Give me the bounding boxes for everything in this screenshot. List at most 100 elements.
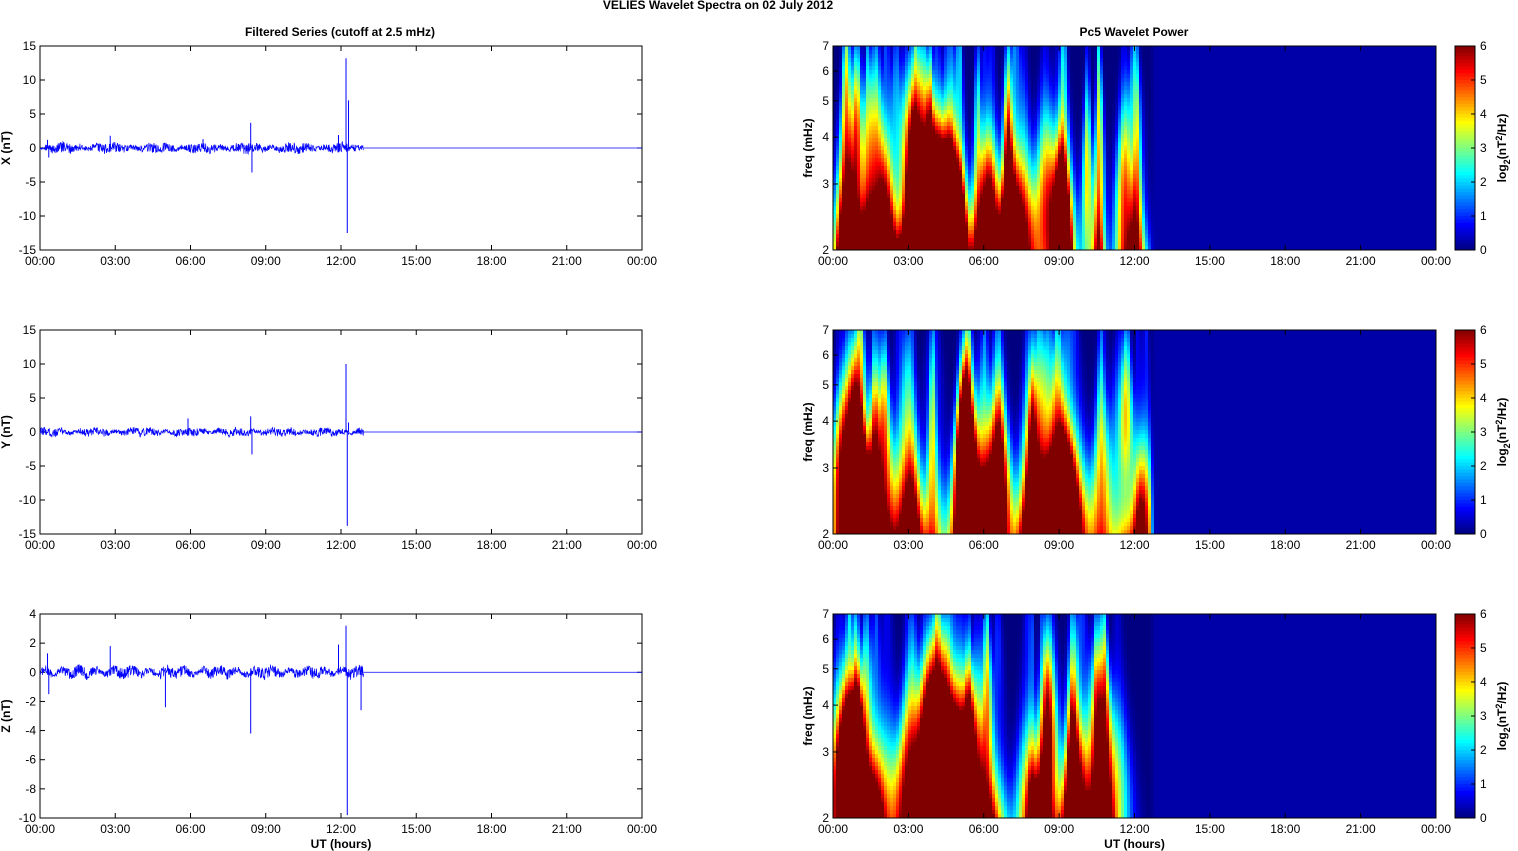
heatmap-cell xyxy=(1043,126,1047,131)
heatmap-cell xyxy=(881,98,885,103)
right-column-title: Pc5 Wavelet Power xyxy=(1080,25,1189,39)
heatmap-cell xyxy=(941,122,945,127)
heatmap-cell xyxy=(881,238,885,243)
heatmap-cell xyxy=(1112,102,1116,107)
heatmap-cell xyxy=(947,194,951,199)
heatmap-cell xyxy=(1052,174,1056,179)
heatmap-cell xyxy=(839,82,843,87)
heatmap-cell xyxy=(947,238,951,243)
heatmap-cell xyxy=(908,50,912,55)
heatmap-cell xyxy=(1064,82,1068,87)
heatmap-cell xyxy=(1031,162,1035,167)
heatmap-cell xyxy=(923,78,927,83)
heatmap-cell xyxy=(995,118,999,123)
heatmap-cell xyxy=(908,86,912,91)
heatmap-cell xyxy=(1025,242,1029,247)
heatmap-cell xyxy=(1019,218,1023,223)
heatmap-cell xyxy=(833,174,837,179)
heatmap-cell xyxy=(941,214,945,219)
heatmap-cell xyxy=(935,242,939,247)
heatmap-cell xyxy=(980,130,984,135)
heatmap-cell xyxy=(959,62,963,67)
heatmap-cell xyxy=(1109,230,1113,235)
heatmap-cell xyxy=(959,110,963,115)
heatmap-cell xyxy=(1061,54,1065,59)
heatmap-cell xyxy=(842,198,846,203)
heatmap-cell xyxy=(1109,130,1113,135)
heatmap-cell xyxy=(893,138,897,143)
heatmap-cell xyxy=(980,118,984,123)
heatmap-cell xyxy=(863,218,867,223)
heatmap-cell xyxy=(1103,142,1107,147)
heatmap-cell xyxy=(953,202,957,207)
heatmap-cell xyxy=(1073,122,1077,127)
heatmap-cell xyxy=(1094,110,1098,115)
heatmap-cell xyxy=(875,58,879,63)
heatmap-cell xyxy=(1085,194,1089,199)
heatmap-cell xyxy=(908,206,912,211)
heatmap-cell xyxy=(1097,182,1101,187)
heatmap-cell xyxy=(1013,74,1017,79)
heatmap-cell xyxy=(1112,130,1116,135)
heatmap-cell xyxy=(914,226,918,231)
heatmap-cell xyxy=(1028,146,1032,151)
heatmap-cell xyxy=(1082,190,1086,195)
heatmap-cell xyxy=(857,46,861,51)
heatmap-cell xyxy=(1055,230,1059,235)
heatmap-cell xyxy=(1025,246,1029,251)
heatmap-cell xyxy=(926,154,930,159)
heatmap-cell xyxy=(887,130,891,135)
heatmap-cell xyxy=(1013,54,1017,59)
x-tick-label: 18:00 xyxy=(476,538,506,552)
heatmap-cell xyxy=(1073,62,1077,67)
heatmap-cell xyxy=(983,102,987,107)
heatmap-cell xyxy=(878,170,882,175)
heatmap-cell xyxy=(917,230,921,235)
heatmap-cell xyxy=(962,198,966,203)
heatmap-cell xyxy=(962,46,966,51)
heatmap-cell xyxy=(1079,138,1083,143)
heatmap-cell xyxy=(971,218,975,223)
heatmap-cell xyxy=(956,194,960,199)
heatmap-cell xyxy=(1031,46,1035,51)
heatmap-cell xyxy=(1034,102,1038,107)
heatmap-cell xyxy=(965,118,969,123)
heatmap-cell xyxy=(1001,190,1005,195)
heatmap-cell xyxy=(1037,190,1041,195)
heatmap-cell xyxy=(956,122,960,127)
heatmap-cell xyxy=(836,102,840,107)
heatmap-cell xyxy=(1082,210,1086,215)
heatmap-cell xyxy=(1031,242,1035,247)
heatmap-cell xyxy=(878,118,882,123)
heatmap-cell xyxy=(938,230,942,235)
heatmap-cell xyxy=(932,54,936,59)
heatmap-cell xyxy=(1109,154,1113,159)
heatmap-cell xyxy=(935,234,939,239)
heatmap-cell xyxy=(1040,102,1044,107)
heatmap-cell xyxy=(866,54,870,59)
heatmap-cell xyxy=(920,234,924,239)
heatmap-cell xyxy=(941,202,945,207)
heatmap-cell xyxy=(908,122,912,127)
heatmap-cell xyxy=(983,206,987,211)
heatmap-cell xyxy=(1064,46,1068,51)
heatmap-cell xyxy=(908,198,912,203)
heatmap-cell xyxy=(899,146,903,151)
heatmap-cell xyxy=(902,106,906,111)
heatmap-cell xyxy=(887,118,891,123)
heatmap-cell xyxy=(920,174,924,179)
heatmap-cell xyxy=(1070,118,1074,123)
heatmap-cell xyxy=(1100,206,1104,211)
heatmap-cell xyxy=(926,202,930,207)
heatmap-cell xyxy=(935,198,939,203)
heatmap-cell xyxy=(956,230,960,235)
heatmap-cell xyxy=(947,154,951,159)
heatmap-cell xyxy=(842,210,846,215)
heatmap-cell xyxy=(872,62,876,67)
heatmap-cell xyxy=(992,86,996,91)
heatmap-cell xyxy=(944,90,948,95)
heatmap-cell xyxy=(947,90,951,95)
heatmap-cell xyxy=(1004,142,1008,147)
heatmap-cell xyxy=(1028,114,1032,119)
